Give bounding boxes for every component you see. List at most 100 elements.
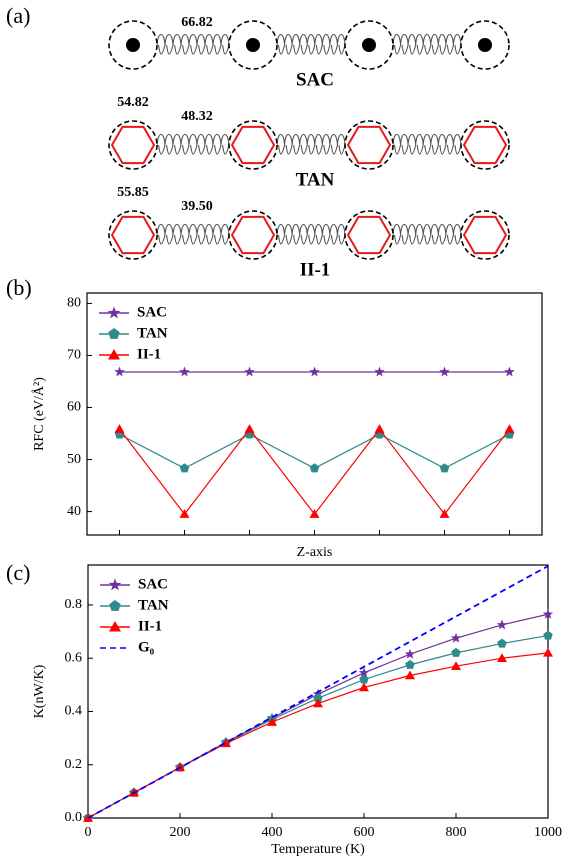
marker — [439, 366, 450, 377]
marker — [404, 648, 416, 659]
legend-marker — [108, 328, 120, 339]
x-tick-label: 600 — [354, 825, 375, 840]
x-tick-label: 200 — [170, 825, 191, 840]
y-tick-label: 0.0 — [65, 810, 83, 825]
marker — [221, 738, 231, 748]
y-tick-label: 0.8 — [65, 597, 83, 612]
structure-name: II-1 — [300, 259, 331, 280]
y-tick-label: 80 — [67, 296, 81, 311]
series-line — [119, 433, 510, 469]
marker — [451, 647, 461, 657]
atom-site — [344, 210, 394, 260]
atom-site — [460, 120, 510, 170]
legend-label: II-1 — [138, 618, 162, 634]
legend-label: TAN — [138, 597, 169, 613]
y-tick-label: 0.4 — [65, 704, 83, 719]
y-tick-label: 50 — [67, 452, 81, 467]
marker — [309, 366, 320, 377]
marker — [374, 424, 385, 433]
panel-label: (a) — [6, 3, 30, 28]
ring — [346, 125, 392, 165]
chart: (c) 0.0 0.2 0.4 0.6 0.8 0 200 400 600 800 1000 Tempe… — [6, 560, 562, 857]
y-tick-label: 70 — [67, 348, 81, 363]
spring — [392, 223, 462, 245]
y-tick-label: 40 — [67, 504, 81, 519]
x-axis-label: Temperature (K) — [271, 842, 365, 857]
legend-marker — [107, 306, 121, 319]
legend-marker — [109, 621, 121, 632]
marker — [405, 659, 415, 669]
spring — [392, 133, 462, 155]
ring — [110, 215, 156, 255]
marker — [450, 632, 462, 643]
series-line — [87, 634, 549, 819]
marker — [543, 647, 553, 657]
site-value: 55.85 — [117, 185, 149, 200]
spring — [156, 33, 230, 55]
marker — [374, 366, 385, 377]
bond-value: 39.50 — [181, 199, 213, 214]
panel-label: (b) — [6, 275, 32, 300]
spring — [156, 223, 230, 245]
marker — [309, 463, 320, 473]
y-tick-label: 0.6 — [65, 650, 83, 665]
marker — [244, 366, 255, 377]
ring — [230, 215, 276, 255]
marker — [504, 424, 515, 433]
marker — [114, 366, 125, 377]
spring — [276, 133, 346, 155]
marker — [439, 463, 450, 473]
atom-site — [108, 210, 158, 260]
atom-site — [344, 120, 394, 170]
legend-marker — [108, 349, 120, 360]
y-axis-label: K(nW/K) — [32, 664, 47, 718]
legend-label: SAC — [138, 576, 168, 592]
x-tick-label: 1000 — [534, 825, 562, 840]
marker — [358, 667, 370, 678]
spring — [392, 33, 462, 55]
marker — [179, 509, 190, 518]
atom-site — [228, 120, 278, 170]
marker — [309, 509, 320, 518]
atom-site — [108, 120, 158, 170]
marker — [179, 463, 190, 473]
marker — [244, 424, 255, 433]
marker — [451, 661, 461, 670]
plot-frame — [87, 564, 549, 819]
site-value: 54.82 — [117, 95, 149, 110]
x-tick-label: 0 — [85, 825, 92, 840]
x-tick-label: 800 — [446, 825, 467, 840]
legend-label: II-1 — [137, 346, 161, 362]
spring — [276, 33, 346, 55]
atom — [478, 38, 492, 52]
y-axis-label: RFC (eV/Å²) — [31, 377, 47, 451]
structure-name: TAN — [296, 169, 335, 190]
series-line — [87, 565, 549, 819]
series-line — [87, 652, 549, 819]
legend-label: TAN — [137, 325, 168, 341]
chart: (b) 40 50 60 70 80 Z-axis RFC (eV/Å²) SAC TAN II-1 — [6, 275, 543, 560]
legend-marker — [109, 600, 121, 611]
ring — [346, 215, 392, 255]
bond-value: 66.82 — [181, 15, 213, 30]
x-axis-label: Z-axis — [297, 545, 333, 560]
atom-site — [228, 210, 278, 260]
marker — [497, 638, 507, 648]
atom-site — [460, 210, 510, 260]
structure-name: SAC — [296, 69, 334, 90]
y-tick-label: 60 — [67, 400, 81, 415]
spring — [276, 223, 346, 245]
atom — [246, 38, 260, 52]
legend-marker — [108, 578, 122, 591]
atom — [126, 38, 140, 52]
y-tick-label: 0.2 — [65, 757, 83, 772]
marker — [359, 674, 369, 684]
marker — [114, 424, 125, 433]
marker — [439, 509, 450, 518]
spring — [156, 133, 230, 155]
marker — [313, 693, 323, 703]
marker — [542, 608, 554, 619]
marker — [359, 682, 369, 692]
marker — [543, 630, 553, 640]
